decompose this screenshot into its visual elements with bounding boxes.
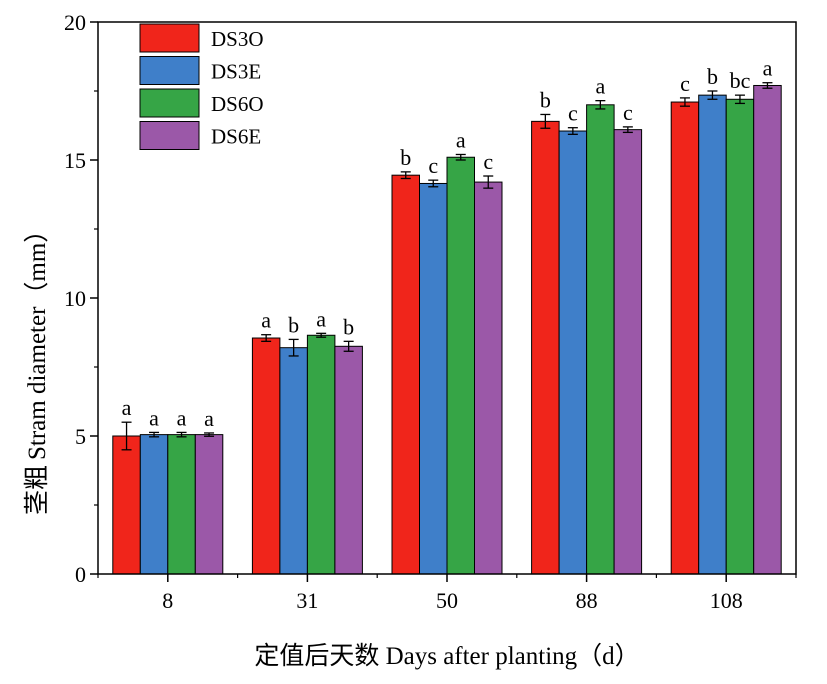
legend-swatch-DS6O — [139, 88, 200, 118]
bar-DS3O-108 — [670, 101, 700, 575]
bar-DS3E-108 — [698, 94, 727, 575]
significance-letter-DS6O-88: a — [595, 74, 605, 99]
significance-letter-DS6O-31: a — [316, 306, 326, 331]
x-tick-label-88: 88 — [576, 588, 598, 613]
bar-DS6E-50 — [474, 181, 503, 575]
legend-swatch-DS3E — [139, 56, 200, 85]
bar-DS3E-50 — [419, 182, 448, 575]
significance-letter-DS6E-88: c — [623, 100, 633, 125]
bar-DS6O-108 — [725, 98, 755, 575]
axes-layer: 0 5 10 15 20 8 31 50 88 108 — [64, 10, 797, 613]
significance-letter-DS6E-8: a — [204, 406, 214, 431]
bar-DS3E-88 — [558, 130, 588, 575]
significance-letter-DS3E-31: b — [288, 312, 299, 337]
significance-letter-DS3E-50: c — [428, 153, 438, 178]
bar-DS6E-88 — [613, 129, 643, 575]
significance-letter-DS3E-8: a — [149, 405, 159, 430]
x-tick-label-8: 8 — [162, 588, 173, 613]
significance-letter-DS6E-31: b — [343, 314, 354, 339]
significance-letter-DS6E-50: c — [483, 149, 493, 174]
legend: DS3O DS3E DS6O DS6E — [139, 23, 264, 150]
y-axis-title-en: Stram diameter（mm） — [23, 218, 51, 460]
legend-label-DS3E: DS3E — [211, 60, 261, 84]
bar-DS3O-88 — [531, 120, 560, 575]
significance-letter-DS3O-88: b — [540, 87, 551, 112]
bar-DS6O-31 — [306, 334, 336, 575]
legend-swatch-DS6E — [139, 121, 200, 150]
significance-letter-DS3O-8: a — [122, 395, 132, 420]
significance-letter-DS6O-108: bc — [730, 68, 751, 93]
legend-label-DS6O: DS6O — [211, 92, 264, 116]
legend-label-DS3O: DS3O — [211, 27, 264, 51]
y-tick-label-20: 20 — [64, 10, 86, 35]
bar-DS6E-108 — [753, 84, 782, 575]
y-axis-title-cn: 茎粗 — [23, 465, 51, 515]
significance-letter-DS6O-50: a — [456, 127, 466, 152]
x-tick-label-108: 108 — [710, 588, 743, 613]
significance-letter-DS6O-8: a — [177, 405, 187, 430]
bar-DS6E-31 — [334, 345, 363, 575]
bar-DS6O-8 — [167, 434, 196, 575]
significance-letter-DS3O-31: a — [261, 308, 271, 333]
x-tick-label-50: 50 — [436, 588, 458, 613]
x-axis-title: 定值后天数 Days after planting（d） — [254, 642, 639, 670]
bar-DS3O-50 — [391, 174, 420, 575]
y-tick-label-15: 15 — [64, 148, 86, 173]
legend-swatch-DS3O — [139, 23, 200, 53]
x-tick-label-31: 31 — [296, 588, 318, 613]
y-tick-label-5: 5 — [75, 424, 86, 449]
significance-letter-DS3E-108: b — [707, 64, 718, 89]
bar-DS6E-8 — [194, 434, 224, 575]
legend-label-DS6E: DS6E — [211, 125, 261, 149]
significance-letter-DS3E-88: c — [568, 101, 578, 126]
bar-DS3E-31 — [279, 347, 308, 575]
bar-DS3O-31 — [251, 337, 281, 575]
bar-DS6O-50 — [446, 156, 475, 575]
bar-DS6O-88 — [586, 104, 615, 575]
significance-letter-DS3O-108: c — [680, 71, 690, 96]
bar-DS3E-8 — [139, 434, 169, 575]
bar-DS3O-8 — [112, 435, 141, 575]
significance-letter-DS3O-50: b — [400, 145, 411, 170]
y-tick-label-0: 0 — [75, 562, 86, 587]
significance-letter-DS6E-108: a — [763, 56, 773, 81]
y-tick-label-10: 10 — [64, 286, 86, 311]
